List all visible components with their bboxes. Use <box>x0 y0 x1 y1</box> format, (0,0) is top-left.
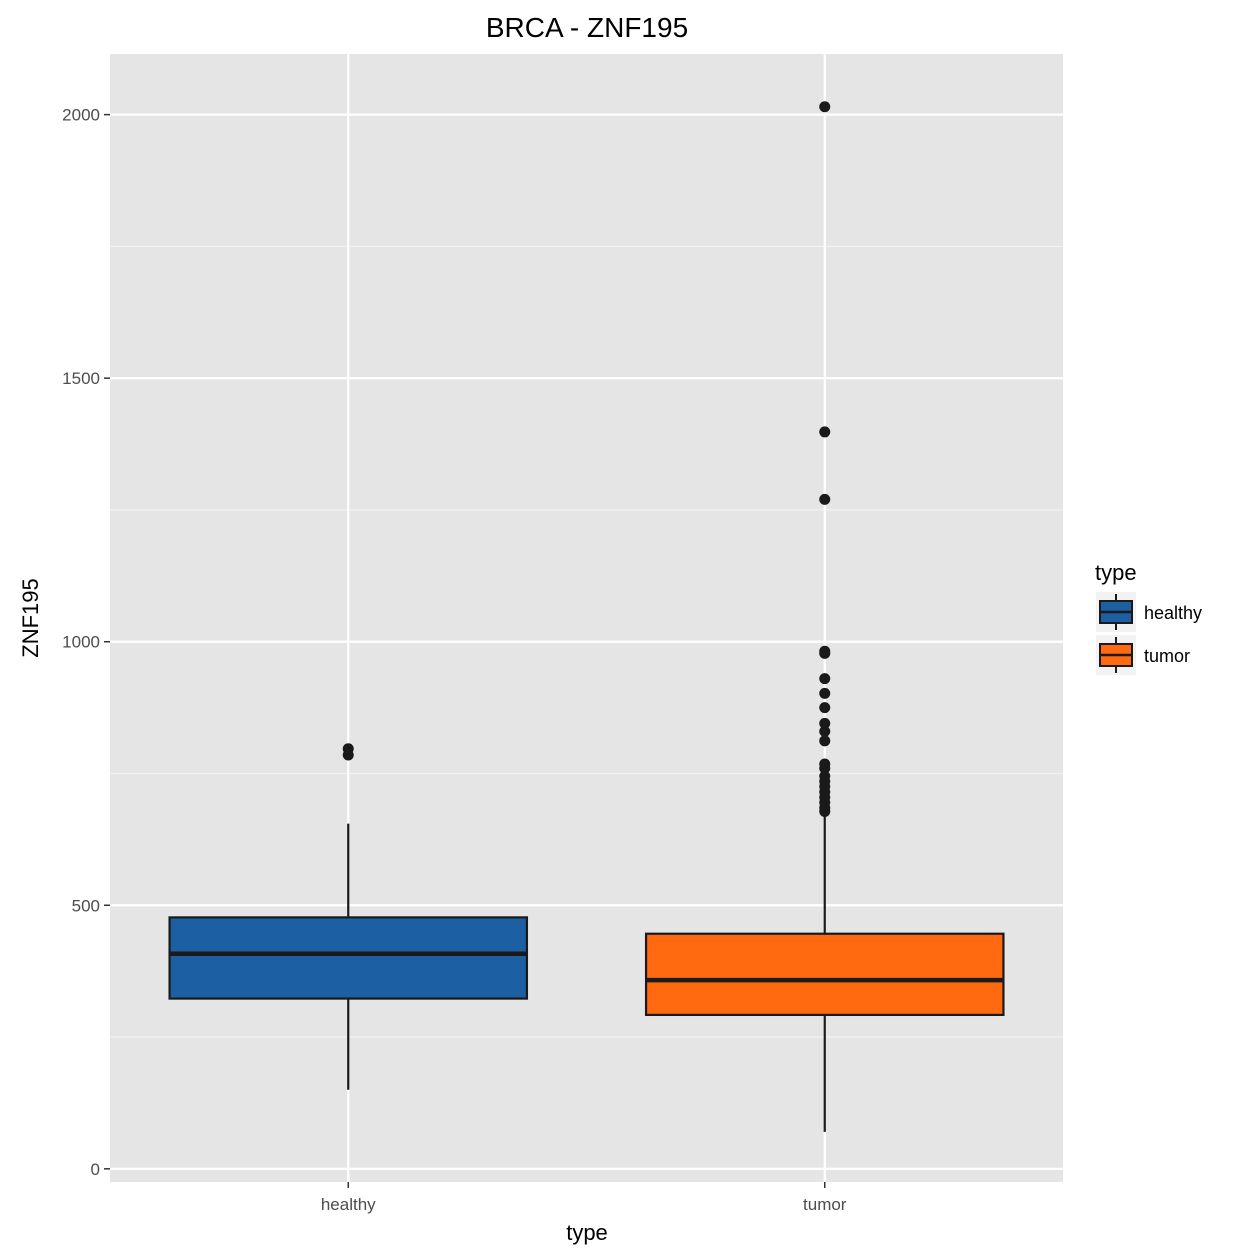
outlier-point <box>819 645 831 657</box>
outlier-point <box>819 493 831 505</box>
x-tick-label: tumor <box>803 1195 847 1214</box>
outlier-point <box>342 743 354 755</box>
legend: type healthy tumor <box>1095 560 1202 675</box>
y-tick-label: 2000 <box>62 106 100 125</box>
legend-label: tumor <box>1144 646 1190 666</box>
box-tumor <box>644 101 1005 1132</box>
box-body <box>168 916 529 1000</box>
legend-label: healthy <box>1144 603 1202 623</box>
box-body <box>644 932 1005 1017</box>
outlier-point <box>819 725 831 737</box>
outlier-point <box>819 426 831 438</box>
outlier-point <box>819 770 831 782</box>
y-axis: 0 500 1000 1500 2000 <box>62 106 110 1179</box>
outlier-point <box>819 735 831 747</box>
outlier-point <box>819 687 831 699</box>
box-healthy <box>168 743 529 1090</box>
y-tick-label: 1500 <box>62 369 100 388</box>
outlier-point <box>819 717 831 729</box>
y-axis-title: ZNF195 <box>18 578 43 657</box>
y-tick-label: 0 <box>91 1160 100 1179</box>
x-axis: healthy tumor <box>321 1182 847 1214</box>
legend-item-tumor: tumor <box>1096 635 1190 675</box>
outlier-point <box>819 758 831 770</box>
x-axis-title: type <box>566 1220 608 1245</box>
outlier-point <box>819 101 831 113</box>
outlier-point <box>819 673 831 685</box>
y-tick-label: 500 <box>72 896 100 915</box>
legend-item-healthy: healthy <box>1096 592 1202 632</box>
outlier-point <box>819 702 831 714</box>
y-tick-label: 1000 <box>62 633 100 652</box>
x-tick-label: healthy <box>321 1195 376 1214</box>
chart-title: BRCA - ZNF195 <box>486 12 688 43</box>
legend-title: type <box>1095 560 1137 585</box>
boxes <box>168 101 1005 1132</box>
